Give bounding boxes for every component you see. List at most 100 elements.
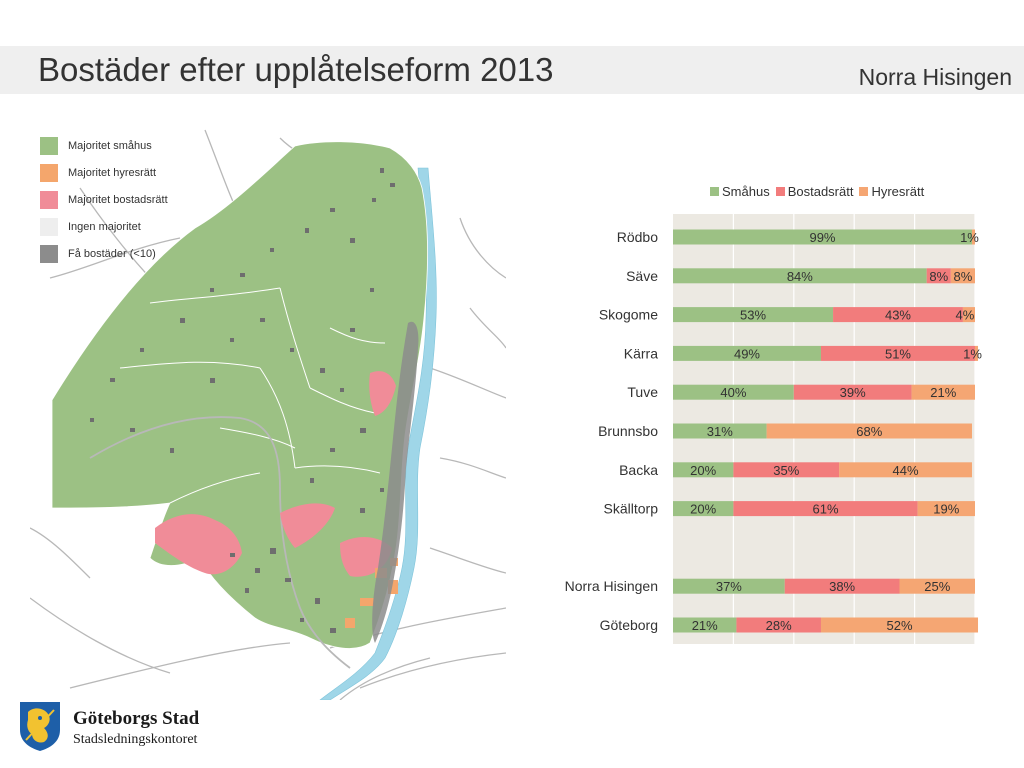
- data-label: 8%: [929, 269, 948, 284]
- bar-segment: [950, 268, 975, 284]
- data-label: 44%: [893, 463, 919, 478]
- data-label: 51%: [885, 346, 911, 361]
- category-label: Säve: [626, 268, 658, 284]
- data-label: 31%: [707, 424, 733, 439]
- bar-segment: [733, 462, 840, 478]
- chart-legend-label: Bostadsrätt: [787, 184, 854, 199]
- map-legend-item: Majoritet småhus: [40, 132, 168, 159]
- bar-segment: [673, 345, 821, 361]
- bar-segment: [673, 501, 734, 517]
- legend-swatch-ingen-majoritet: [40, 217, 58, 236]
- bar-segment: [673, 384, 794, 400]
- data-label: 61%: [812, 502, 838, 517]
- lion-crest-icon: [20, 702, 60, 751]
- data-label: 20%: [690, 463, 716, 478]
- map-legend: Majoritet småhus Majoritet hyresrätt Maj…: [40, 132, 168, 267]
- data-label: 1%: [963, 346, 982, 361]
- bar-segment: [673, 617, 737, 633]
- chart-legend-item: Småhus: [710, 184, 770, 199]
- data-label: 20%: [690, 502, 716, 517]
- data-label: 19%: [933, 502, 959, 517]
- data-label: 37%: [716, 579, 742, 594]
- map-roads: [30, 129, 506, 700]
- legend-label: Ingen majoritet: [68, 220, 141, 233]
- logo-subtitle: Stadsledningskontoret: [73, 732, 198, 747]
- data-label: 68%: [856, 424, 882, 439]
- category-label: Norra Hisingen: [565, 578, 658, 594]
- data-label: 38%: [829, 579, 855, 594]
- data-label: 21%: [692, 618, 718, 633]
- map-dots: [90, 168, 395, 633]
- logo-name: Göteborgs Stad: [73, 708, 200, 729]
- category-label: Tuve: [627, 384, 658, 400]
- bar-segment: [975, 345, 979, 361]
- district-road: [89, 416, 351, 669]
- area-bostadsratt-north: [369, 371, 396, 416]
- chart-legend-item: Hyresrätt: [859, 184, 924, 199]
- tenure-chart: Småhus Bostadsrätt Hyresrätt Rödbo 99% 1% S…: [540, 170, 1000, 650]
- chart-legend-swatch: [775, 187, 785, 196]
- district-boundaries: [119, 287, 386, 504]
- legend-swatch-hyresratt: [40, 163, 58, 182]
- data-label: 39%: [840, 385, 866, 400]
- chart-legend-swatch: [859, 187, 869, 196]
- district-name: Norra Hisingen: [858, 64, 1012, 90]
- legend-label: Majoritet hyresrätt: [68, 166, 157, 179]
- chart-legend-label: Småhus: [722, 184, 770, 199]
- area-fa-bostader: [372, 321, 419, 643]
- bar-segment: [673, 462, 734, 478]
- page-title: Bostäder efter upplåtelseform 2013: [38, 51, 554, 88]
- data-label: 52%: [886, 618, 912, 633]
- river: [319, 167, 437, 700]
- legend-label: Få bostäder (<10): [68, 247, 156, 260]
- bar-segment: [899, 578, 975, 594]
- bar-segment: [971, 229, 975, 245]
- data-label: 53%: [740, 308, 766, 323]
- category-label: Brunnsbo: [598, 423, 658, 439]
- bar-segment: [673, 229, 972, 245]
- legend-swatch-smahus: [40, 136, 58, 155]
- area-bostadsratt-mid: [280, 503, 335, 548]
- legend-swatch-bostadsratt: [40, 190, 58, 209]
- housing-map: Majoritet småhus Majoritet hyresrätt Maj…: [30, 128, 506, 700]
- data-label: 4%: [956, 308, 975, 323]
- bar-segment: [673, 423, 767, 439]
- header-band: [0, 46, 1024, 94]
- bar-segment: [736, 617, 821, 633]
- legend-swatch-fa-bostader: [40, 244, 58, 263]
- chart-plot: Rödbo 99% 1% Säve 84% 8% 8% Skogome 53% 43% 4% Kärr…: [565, 214, 982, 644]
- data-label: 1%: [960, 230, 979, 245]
- data-label: 99%: [809, 230, 835, 245]
- bar-segment: [917, 501, 975, 517]
- bar-segment: [833, 307, 963, 323]
- data-label: 35%: [773, 463, 799, 478]
- category-label: Skogome: [599, 307, 658, 323]
- bar-segment: [733, 501, 918, 517]
- data-label: 40%: [720, 385, 746, 400]
- chart-legend-swatch: [710, 187, 719, 196]
- bar-segment: [784, 578, 900, 594]
- data-label: 49%: [734, 346, 760, 361]
- category-label: Skälltorp: [604, 501, 659, 517]
- map-legend-item: Ingen majoritet: [40, 213, 168, 240]
- bar-segment: [820, 617, 979, 633]
- category-label: Kärra: [624, 345, 658, 361]
- map-legend-item: Majoritet bostadsrätt: [40, 186, 168, 213]
- data-label: 21%: [930, 385, 956, 400]
- legend-label: Majoritet småhus: [68, 139, 152, 152]
- category-label: Göteborg: [600, 617, 658, 633]
- bar-segment: [673, 307, 834, 323]
- bar-segment: [911, 384, 975, 400]
- map-graphic: [30, 129, 506, 700]
- chart-legend-item: Bostadsrätt: [775, 184, 854, 199]
- bar-segment: [820, 345, 975, 361]
- chart-legend-label: Hyresrätt: [871, 184, 925, 199]
- data-label: 25%: [924, 579, 950, 594]
- map-legend-item: Få bostäder (<10): [40, 240, 168, 267]
- bar-segment: [673, 578, 785, 594]
- bar-segment: [793, 384, 912, 400]
- category-label: Backa: [619, 462, 658, 478]
- chart-legend: Småhus Bostadsrätt Hyresrätt: [710, 184, 924, 199]
- data-label: 43%: [885, 308, 911, 323]
- bar-segment: [766, 423, 972, 439]
